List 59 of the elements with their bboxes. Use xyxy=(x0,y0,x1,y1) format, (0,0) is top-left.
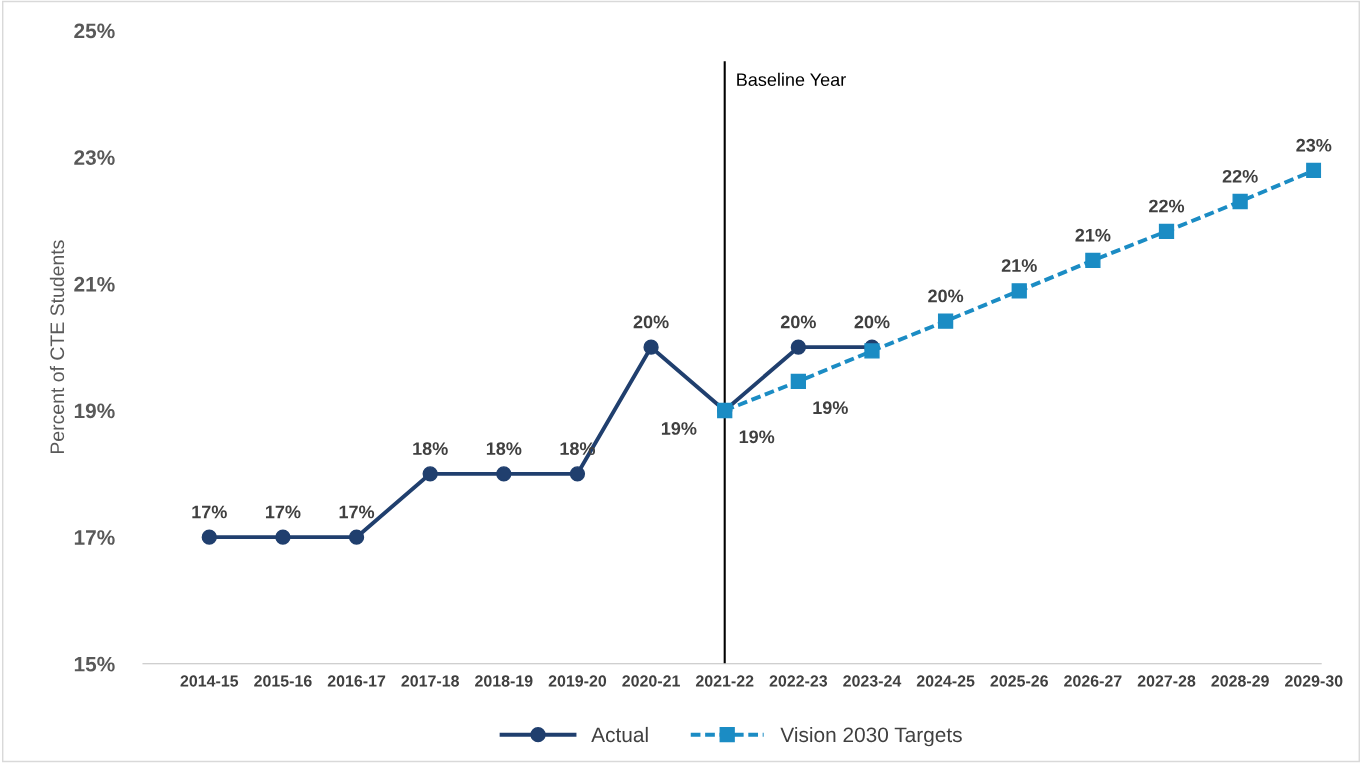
point xyxy=(1158,223,1175,239)
data-label: 19% xyxy=(739,430,775,444)
point xyxy=(790,339,806,355)
point xyxy=(1306,162,1322,179)
data-label: 20% xyxy=(633,315,669,329)
data-label: 19% xyxy=(813,401,848,415)
ref-line-label: Baseline Year xyxy=(737,72,846,87)
data-label: 18% xyxy=(413,442,448,455)
point xyxy=(864,343,880,359)
data-label: 20% xyxy=(780,315,816,329)
y-tick-label: 25% xyxy=(74,23,115,39)
data-label: 17% xyxy=(265,505,301,519)
x-tick-label: 2018-19 xyxy=(475,675,533,687)
data-label: 20% xyxy=(928,289,964,303)
data-label: 19% xyxy=(661,422,697,435)
x-tick-label: 2019-20 xyxy=(548,675,607,687)
point xyxy=(1085,252,1101,269)
y-axis-title: Percent of CTE Students xyxy=(49,240,65,454)
y-tick-label: 17% xyxy=(74,530,115,545)
point xyxy=(496,466,512,482)
data-label: 21% xyxy=(1075,228,1111,242)
point xyxy=(790,373,806,390)
x-tick-label: 2017-18 xyxy=(401,675,459,687)
legend-label: Actual xyxy=(591,726,648,743)
x-tick-label: 2024-25 xyxy=(916,675,975,687)
x-tick-label: 2023-24 xyxy=(843,675,902,687)
y-tick-label: 19% xyxy=(74,403,115,419)
point xyxy=(937,313,954,329)
point xyxy=(348,529,365,545)
x-tick-label: 2014-15 xyxy=(180,675,239,687)
x-tick-label: 2020-21 xyxy=(622,675,680,687)
point xyxy=(1232,193,1248,210)
point xyxy=(422,466,438,482)
x-tick-label: 2027-28 xyxy=(1137,675,1196,687)
data-label: 22% xyxy=(1149,199,1185,213)
x-tick-label: 2025-26 xyxy=(990,675,1048,687)
y-tick-label: 15% xyxy=(74,656,115,672)
data-label: 20% xyxy=(854,315,890,329)
x-tick-label: 2022-23 xyxy=(769,675,828,687)
x-tick-label: 2016-17 xyxy=(327,675,386,687)
data-label: 18% xyxy=(486,442,522,455)
data-label: 23% xyxy=(1296,138,1332,152)
y-tick-label: 23% xyxy=(74,150,115,165)
legend-label: Vision 2030 Targets xyxy=(780,726,962,747)
data-label: 17% xyxy=(339,505,375,519)
data-label: 21% xyxy=(1001,259,1037,272)
y-tick-label: 21% xyxy=(74,276,115,292)
x-tick-label: 2029-30 xyxy=(1285,675,1343,687)
x-tick-label: 2021-22 xyxy=(695,675,754,687)
x-tick-label: 2028-29 xyxy=(1211,675,1269,687)
x-tick-label: 2026-27 xyxy=(1064,675,1122,687)
point xyxy=(1011,283,1027,299)
point xyxy=(643,339,659,355)
data-label: 22% xyxy=(1222,169,1258,183)
point xyxy=(201,529,217,545)
point xyxy=(569,466,586,482)
x-tick-label: 2015-16 xyxy=(254,675,312,687)
point xyxy=(275,529,291,545)
data-label: 17% xyxy=(192,505,227,519)
